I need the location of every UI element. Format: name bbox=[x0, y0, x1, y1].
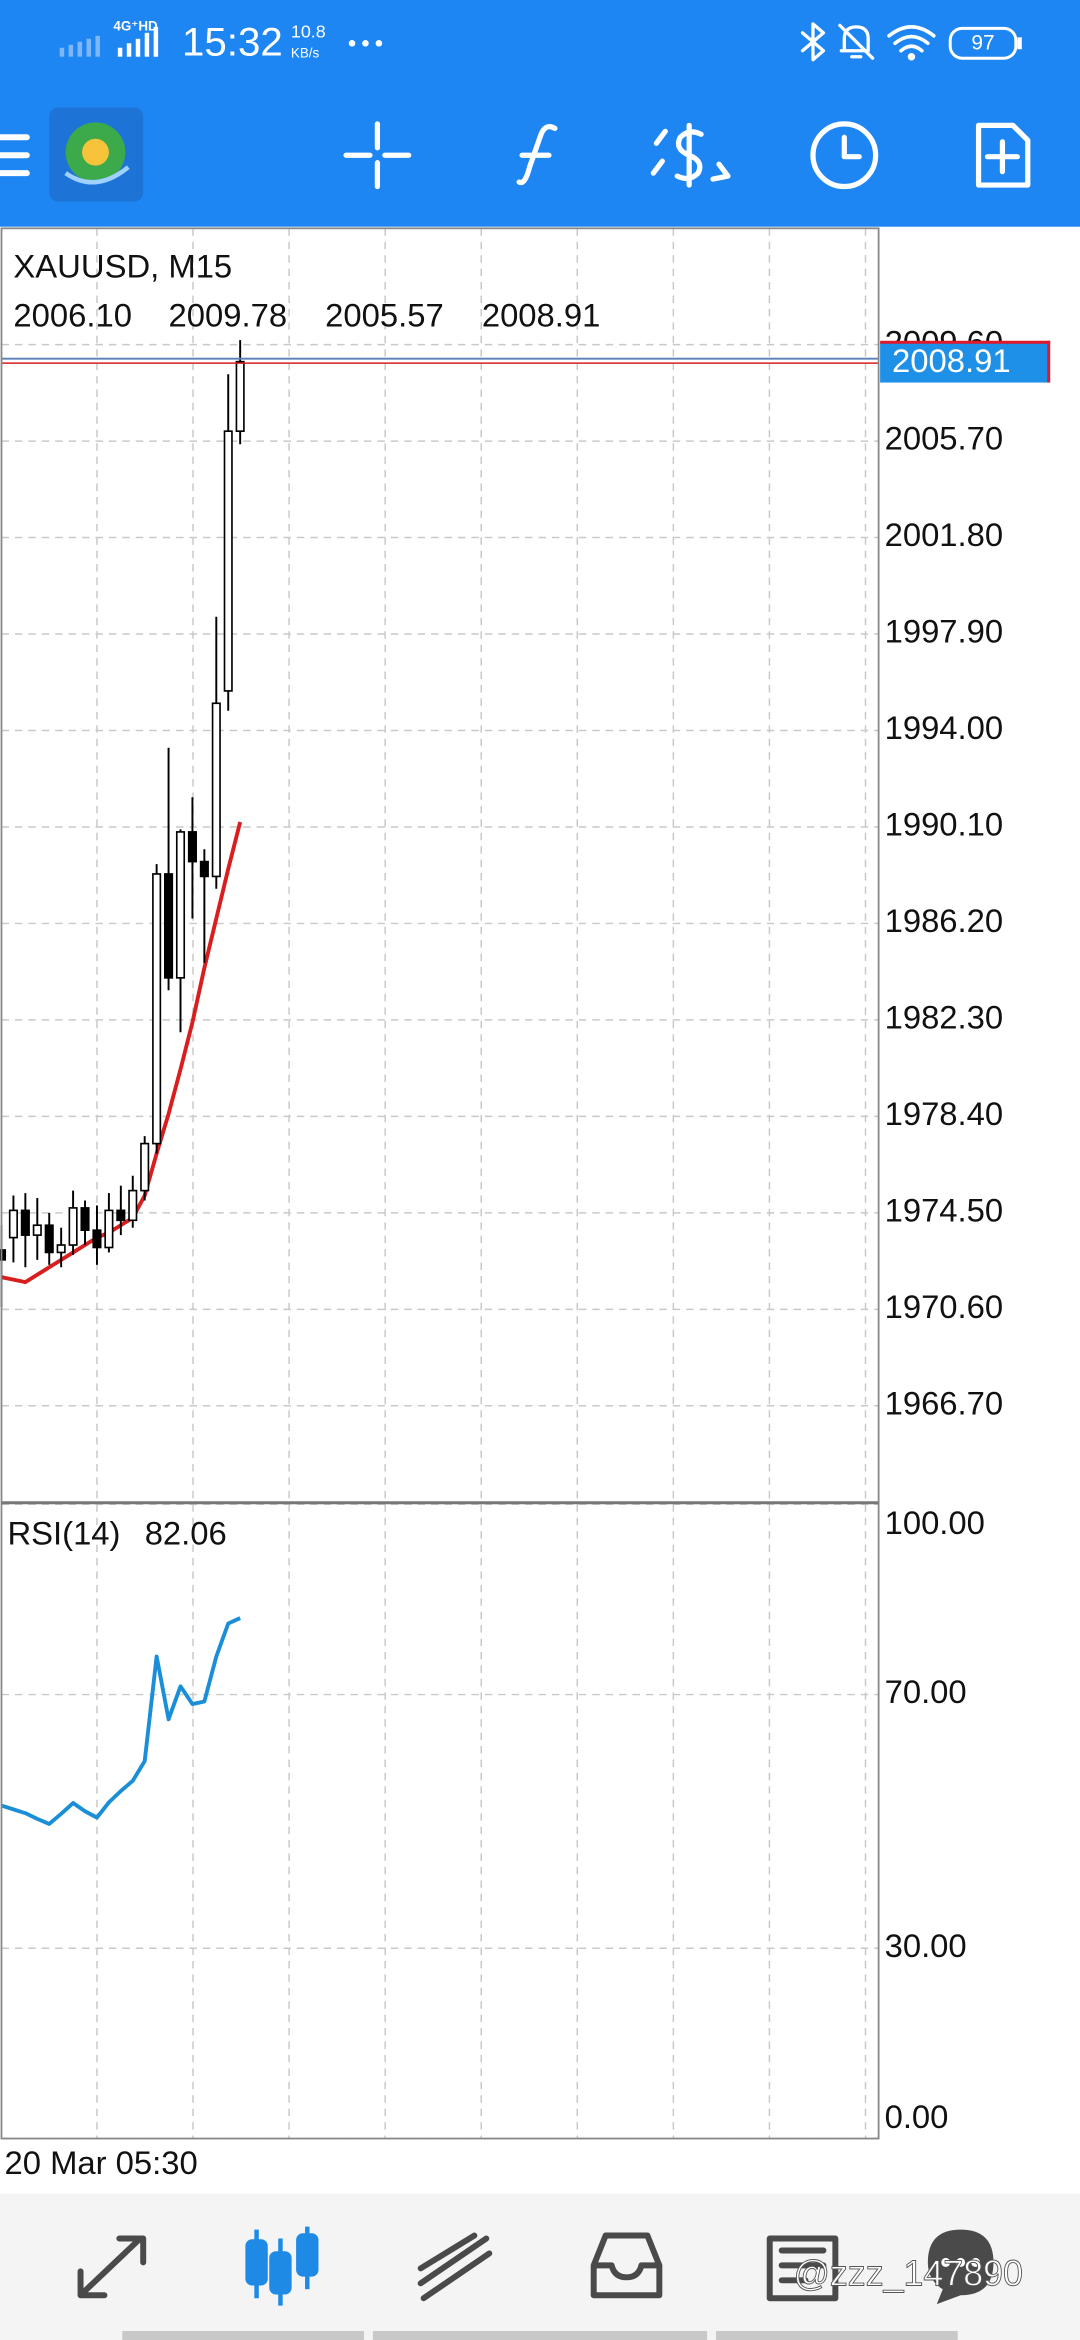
ohlc-header: 2006.10 2009.78 2005.57 2008.91 bbox=[13, 297, 600, 334]
current-price-box-edge bbox=[880, 340, 1051, 344]
battery-level: 97 bbox=[971, 32, 994, 55]
candle-body bbox=[164, 873, 174, 979]
candle-body bbox=[199, 860, 209, 878]
clock-hands bbox=[841, 134, 862, 160]
y-tick-label: 2001.80 bbox=[885, 516, 1004, 553]
candle-body bbox=[20, 1209, 30, 1236]
y-tick-label: 1970.60 bbox=[885, 1288, 1004, 1325]
current-price-label: 2008.91 bbox=[892, 342, 1011, 379]
y-tick-label: 1978.40 bbox=[885, 1095, 1004, 1132]
ohlc-close: 2008.91 bbox=[482, 297, 601, 334]
history-button[interactable] bbox=[810, 121, 879, 190]
chart-area bbox=[0, 226, 1080, 2194]
rsi-title: RSI(14) bbox=[7, 1514, 120, 1551]
candle-body bbox=[80, 1207, 90, 1231]
app-header bbox=[0, 0, 1080, 227]
wifi-icon bbox=[887, 25, 936, 53]
nav-history[interactable] bbox=[590, 2232, 663, 2299]
candle-body bbox=[56, 1244, 66, 1254]
network-type: 4G⁺HD bbox=[113, 18, 158, 33]
chart-frame bbox=[0, 227, 880, 2140]
y-tick-label: 1997.90 bbox=[885, 613, 1004, 650]
candle-body bbox=[140, 1142, 150, 1192]
mute-icon bbox=[838, 23, 875, 60]
nav-news[interactable] bbox=[766, 2235, 839, 2302]
bottom-nav: @zzz_147890 bbox=[0, 2193, 1080, 2340]
candle-body bbox=[187, 831, 197, 863]
candle-body bbox=[152, 873, 162, 1145]
battery-tip bbox=[1017, 37, 1022, 50]
indicator-line bbox=[0, 1616, 241, 1826]
net-speed: 10.8 bbox=[291, 22, 326, 42]
candle-body bbox=[8, 1209, 18, 1239]
nav-chart[interactable] bbox=[245, 2226, 319, 2306]
y-tick-label: 100.00 bbox=[885, 1504, 985, 1541]
clock: 15:32 bbox=[182, 19, 283, 64]
nav-trade[interactable] bbox=[417, 2232, 493, 2302]
candle-body bbox=[92, 1229, 102, 1249]
status-bar: 4G⁺HD 15:32 10.8 KB/s 97 bbox=[59, 18, 1022, 64]
signal-weak bbox=[59, 35, 100, 57]
y-tick-label: 1994.00 bbox=[885, 709, 1004, 746]
ohlc-open: 2006.10 bbox=[13, 297, 132, 334]
y-tick-label: 1982.30 bbox=[885, 999, 1004, 1036]
bluetooth-icon bbox=[800, 22, 826, 62]
candle-body bbox=[175, 831, 186, 979]
candle-body bbox=[223, 430, 233, 692]
battery bbox=[948, 26, 1018, 60]
new-order-button[interactable] bbox=[975, 122, 1031, 188]
x-axis-label: 20 Mar 05:30 bbox=[4, 2144, 197, 2181]
y-tick-label: 1990.10 bbox=[885, 806, 1004, 843]
logo-center bbox=[82, 138, 109, 166]
nav-indicator bbox=[122, 2331, 958, 2340]
y-tick-label: 30.00 bbox=[885, 1927, 967, 1964]
wifi-dot bbox=[907, 52, 916, 61]
y-tick-label: 1966.70 bbox=[885, 1384, 1004, 1421]
message-dots bbox=[941, 2257, 981, 2267]
ohlc-low: 2005.57 bbox=[325, 297, 444, 334]
more-dots bbox=[348, 39, 383, 47]
y-tick-label: 0.00 bbox=[885, 2098, 949, 2135]
y-tick-label: 2005.70 bbox=[885, 420, 1004, 457]
candle-body bbox=[44, 1224, 54, 1254]
y-tick-label: 1986.20 bbox=[885, 902, 1004, 939]
rsi-value: 82.06 bbox=[145, 1514, 227, 1551]
y-tick-label: 1974.50 bbox=[885, 1192, 1004, 1229]
nav-bg bbox=[0, 2193, 1080, 2340]
watermark: @zzz_147890 bbox=[794, 2253, 1023, 2293]
chart-plot: 2009.602005.702001.801997.901994.001990.… bbox=[0, 323, 1051, 2140]
indicators-button[interactable] bbox=[516, 124, 558, 186]
candle-body bbox=[32, 1224, 42, 1236]
candle-body bbox=[235, 360, 245, 432]
trade-button[interactable] bbox=[650, 122, 731, 188]
toolbar bbox=[0, 107, 1031, 202]
signal-strong bbox=[117, 26, 159, 57]
y-tick-label: 70.00 bbox=[885, 1673, 967, 1710]
crosshair-button[interactable] bbox=[343, 121, 412, 190]
current-price-box bbox=[880, 342, 1051, 383]
symbol-title: XAUUSD, M15 bbox=[13, 247, 232, 284]
candle-body bbox=[104, 1209, 114, 1249]
candle-body bbox=[116, 1209, 126, 1222]
vertical-grid bbox=[96, 228, 867, 2139]
net-speed-unit: KB/s bbox=[291, 45, 320, 60]
candle-body bbox=[128, 1189, 138, 1222]
logo-swoosh bbox=[64, 165, 130, 185]
nav-quotes[interactable] bbox=[77, 2235, 147, 2299]
ohlc-high: 2009.78 bbox=[169, 297, 288, 334]
menu-button[interactable] bbox=[0, 134, 30, 177]
candle-body bbox=[211, 702, 221, 878]
candle-body bbox=[68, 1207, 78, 1246]
